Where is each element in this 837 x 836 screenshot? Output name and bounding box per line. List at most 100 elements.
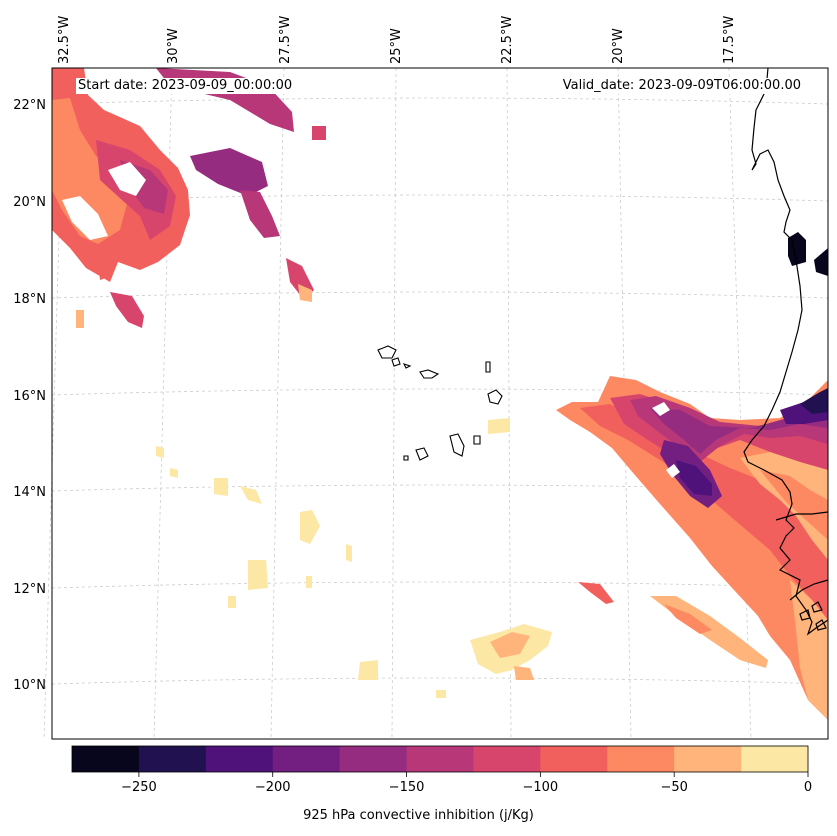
lon-label: 17.5°W [722,16,737,64]
bissago-islands [811,601,823,613]
colorbar-segment [741,746,809,772]
cin-blob-w2 [76,310,84,328]
meridian-line [391,67,397,740]
meridian-line [728,67,752,740]
cin-patch [436,690,446,698]
cin-blob-w [110,292,144,328]
colorbar-segment [138,746,207,772]
meridian-line [506,67,512,740]
cin-strip-n3 [240,190,280,238]
cin-patch [300,510,320,544]
coastlines [743,67,829,636]
lat-label: 22°N [13,98,46,113]
colorbar-segment [473,746,541,772]
colorbar-tick-label: 0 [804,780,812,795]
valid-date-label: Valid_date: 2023-09-09T06:00:00.00 [560,78,803,94]
island-sal [485,361,491,373]
parallel-line [51,97,829,105]
colorbar-tick-label: −200 [255,780,291,795]
parallel-line [51,581,829,589]
cin-region-se-5 [650,400,828,454]
bissago-islands [799,609,811,621]
cin-patch-s-inner [490,632,530,658]
cin-strip-se-inner [664,604,712,634]
colorbar-segment [339,746,408,772]
cape-verde-islands [377,345,503,461]
colorbar-segment [406,746,474,772]
meridian-line [153,67,173,740]
lat-label: 20°N [13,195,46,210]
lat-label: 18°N [13,292,46,307]
cin-blob-n2 [190,148,268,196]
island-santo-antao [377,345,397,359]
cin-patch [240,486,262,504]
island-maio [473,435,481,445]
parallel-line [51,388,829,396]
parallel-line [51,484,829,492]
lat-label: 10°N [13,678,46,693]
cin-patch [358,660,378,680]
start-date-label: Start date: 2023-09-09_00:00:00 [76,78,295,94]
cin-patch-s3 [578,582,614,604]
cin-blob-n6 [312,126,326,140]
island-brava [403,455,409,461]
colorbar-segment [272,746,341,772]
colorbar-tick-label: −100 [523,780,559,795]
cin-hole-nw [108,162,146,196]
lat-label: 16°N [13,389,46,404]
island-fogo [415,447,429,461]
colorbar-segment [205,746,274,772]
lat-label: 14°N [13,485,46,500]
colorbar-segment [674,746,742,772]
bissago-islands [815,619,827,631]
colorbar-segment [540,746,608,772]
lon-label: 30°W [166,28,181,64]
cin-hole-nw-2 [62,196,108,240]
bissago-coast [789,579,829,601]
cin-hole-se2 [666,464,680,478]
cin-blob-n5 [298,284,312,302]
colorbar-tick-label: −50 [660,780,687,795]
colorbar-frame [71,745,809,773]
lat-label: 12°N [13,582,46,597]
island-santa-luzia [402,363,412,369]
cin-region-coast [740,452,828,560]
lat-labels: 22°N 20°N 18°N 16°N 14°N 12°N 10°N [13,98,46,693]
island-sao-vicente [391,357,401,367]
island-sao-nicolau [419,369,440,379]
cin-patch [228,596,236,608]
cin-patch [488,418,510,434]
lon-labels: 32.5°W 30°W 27.5°W 25°W 22.5°W 20°W 17.5… [57,16,737,64]
meridian-line [270,67,285,740]
meridian-line [43,67,65,740]
cin-patch [306,576,312,588]
cin-patch [248,560,268,590]
lon-label: 22.5°W [500,16,515,64]
island-boa-vista [487,389,503,405]
cin-region-se-2 [580,404,828,620]
lon-label: 25°W [389,28,404,64]
colorbar-segment [72,746,140,772]
cin-patch [156,446,164,458]
meridian-line [617,67,632,740]
colorbar: −250 −200 −150 −100 −50 0 [71,745,812,795]
cin-patch [346,544,352,562]
lon-label: 20°W [611,28,626,64]
parallel-line [51,677,829,685]
island-santiago [449,433,465,457]
parallel-line [51,291,829,299]
colorbar-segment [607,746,675,772]
lon-label: 32.5°W [57,16,72,64]
colorbar-tick-label: −250 [121,780,157,795]
cin-patch [170,468,178,478]
cin-patch [214,478,228,496]
colorbar-label: 925 hPa convective inhibition (j/Kg) [303,808,534,823]
cin-patch-s2 [514,666,534,680]
map-frame [51,67,829,740]
colorbar-tick-label: −150 [389,780,425,795]
west-africa-coastline [743,67,829,636]
lon-label: 27.5°W [278,16,293,64]
cin-blob-w3 [96,244,112,280]
cin-blob-land-2 [814,248,828,276]
